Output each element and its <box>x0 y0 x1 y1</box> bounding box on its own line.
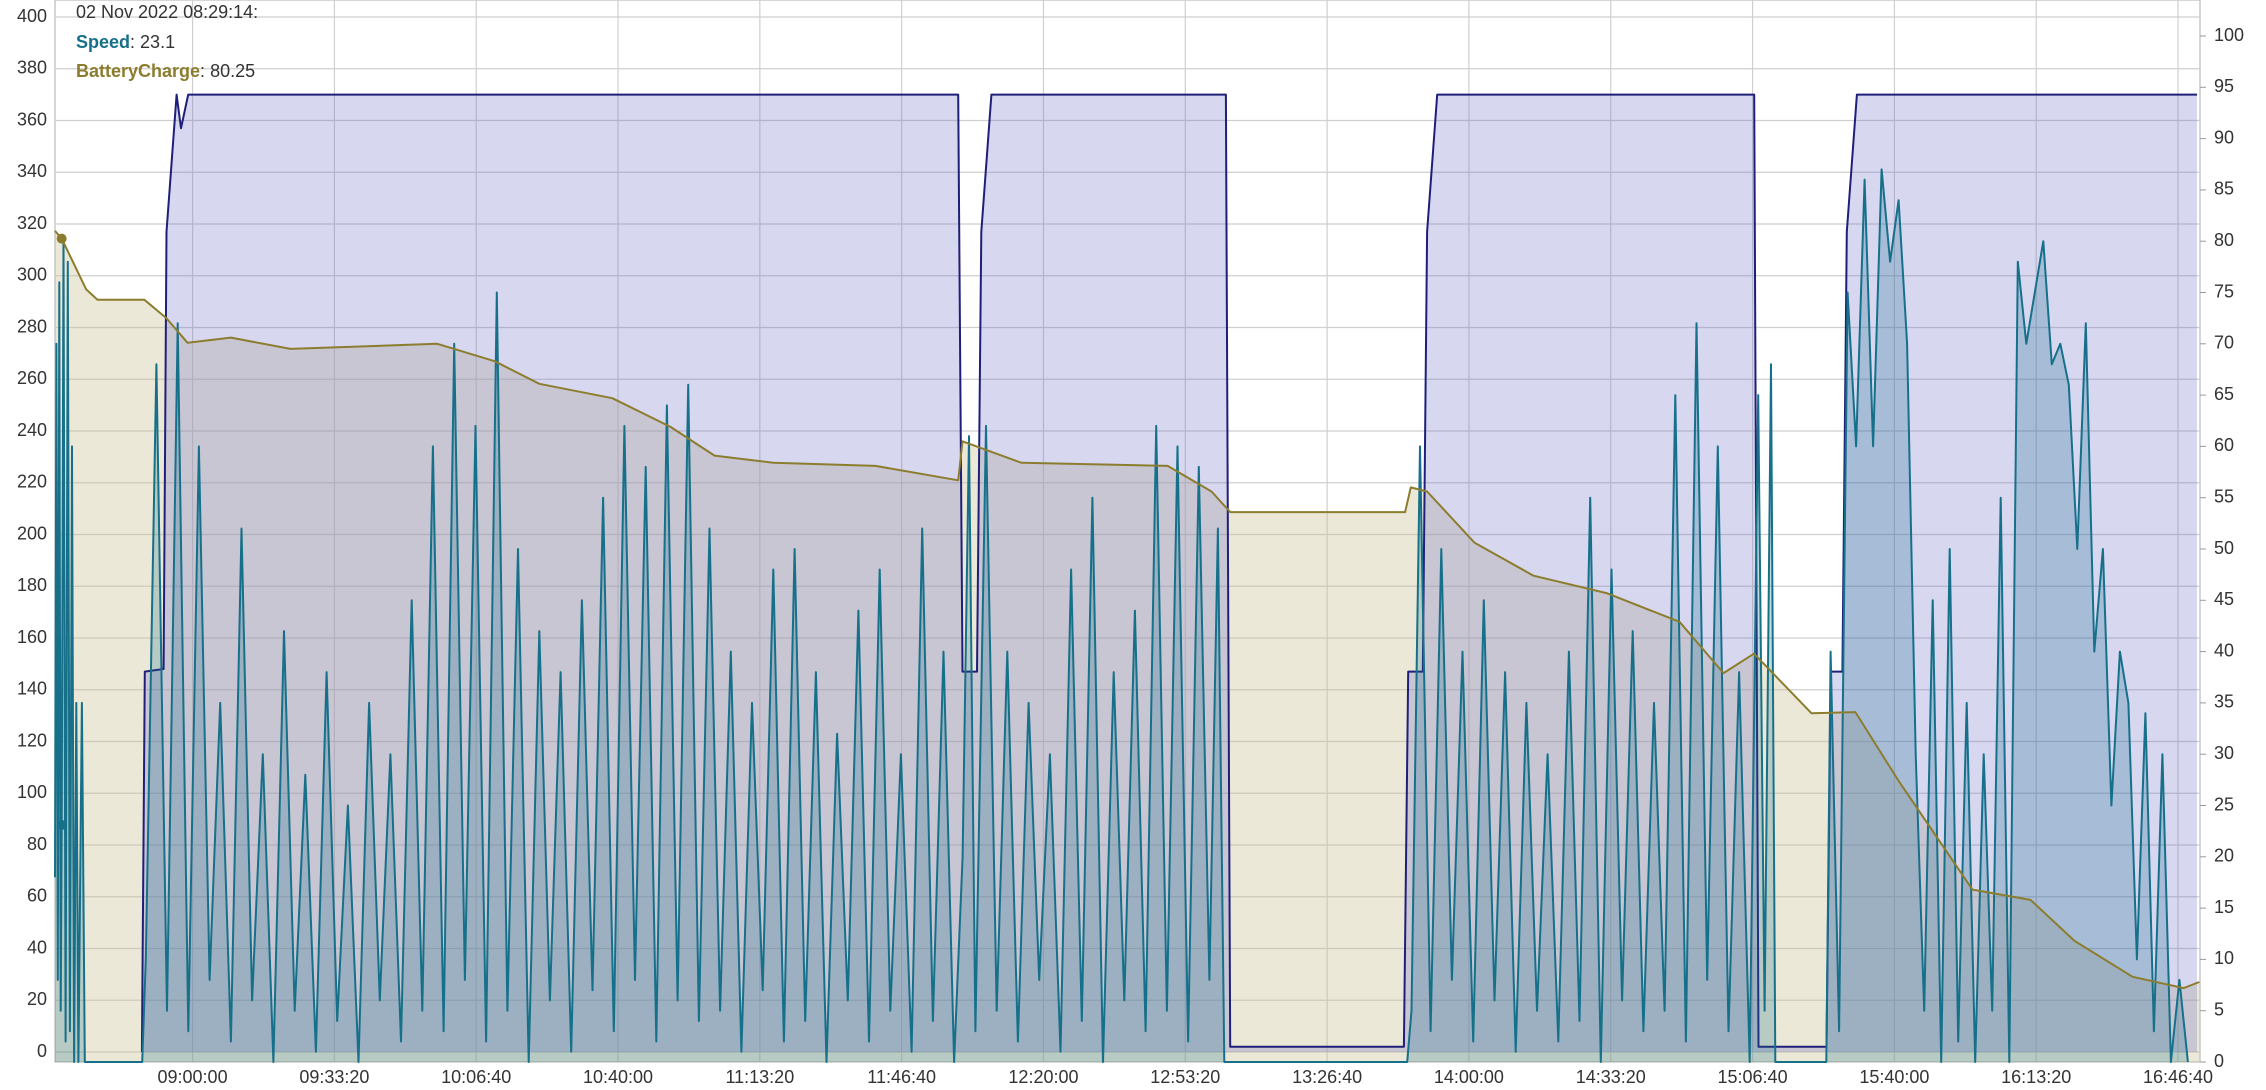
y2-tick-label: 40 <box>2214 640 2234 660</box>
y2-tick-label: 60 <box>2214 435 2234 455</box>
y2-tick-label: 80 <box>2214 230 2234 250</box>
hover-dot <box>56 819 67 830</box>
x-tick-label: 11:46:40 <box>867 1067 936 1087</box>
y-tick-label: 320 <box>17 213 47 233</box>
y2-tick-label: 65 <box>2214 384 2234 404</box>
line <box>54 168 2189 1063</box>
y-tick-label: 140 <box>17 679 47 699</box>
y2-tick-label: 25 <box>2214 794 2234 814</box>
y-tick-label: 300 <box>17 265 47 285</box>
y-tick-label: 360 <box>17 109 47 129</box>
y-tick-label: 60 <box>27 886 47 906</box>
x-tick-label: 12:53:20 <box>1150 1067 1220 1087</box>
y-tick-label: 220 <box>17 472 47 492</box>
y2-tick-label: 55 <box>2214 486 2234 506</box>
x-tick-label: 16:13:20 <box>2001 1067 2071 1087</box>
y2-tick-label: 5 <box>2214 999 2224 1019</box>
y2-tick-label: 70 <box>2214 333 2234 353</box>
y-tick-label: 260 <box>17 368 47 388</box>
y-tick-label: 40 <box>27 937 47 957</box>
hover-time: 02 Nov 2022 08:29:14: <box>76 2 258 22</box>
grid <box>54 0 2201 1063</box>
y2-tick-label: 90 <box>2214 127 2234 147</box>
axes: 0204060801001201401601802002202402602803… <box>17 6 2244 1087</box>
y-tick-label: 100 <box>17 782 47 802</box>
x-tick-label: 10:06:40 <box>441 1067 511 1087</box>
y-tick-label: 400 <box>17 6 47 26</box>
y-tick-label: 80 <box>27 834 47 854</box>
y-tick-label: 180 <box>17 575 47 595</box>
y2-tick-label: 0 <box>2214 1051 2224 1071</box>
x-tick-label: 09:00:00 <box>158 1067 228 1087</box>
x-tick-label: 14:00:00 <box>1434 1067 1504 1087</box>
x-tick-label: 14:33:20 <box>1576 1067 1646 1087</box>
x-tick-label: 11:13:20 <box>725 1067 794 1087</box>
y-tick-label: 160 <box>17 627 47 647</box>
legend-name: Speed <box>76 32 130 52</box>
x-tick-label: 13:26:40 <box>1292 1067 1362 1087</box>
x-tick-label: 16:46:40 <box>2143 1067 2213 1087</box>
y2-tick-label: 15 <box>2214 897 2234 917</box>
y2-tick-label: 35 <box>2214 692 2234 712</box>
y2-tick-label: 30 <box>2214 743 2234 763</box>
x-tick-label: 15:40:00 <box>1859 1067 1929 1087</box>
x-tick-label: 09:33:20 <box>299 1067 369 1087</box>
y-tick-label: 20 <box>27 989 47 1009</box>
y-tick-label: 0 <box>37 1041 47 1061</box>
y2-tick-label: 10 <box>2214 948 2234 968</box>
y-tick-label: 200 <box>17 523 47 543</box>
y-tick-label: 280 <box>17 316 47 336</box>
x-tick-label: 15:06:40 <box>1718 1067 1788 1087</box>
y2-tick-label: 100 <box>2214 25 2244 45</box>
legend: 02 Nov 2022 08:29:14: Speed: 23.1 Battery… <box>76 2 258 81</box>
legend-entry: BatteryCharge: 80.25 <box>76 61 255 81</box>
y-tick-label: 340 <box>17 161 47 181</box>
area <box>55 230 2200 1062</box>
y2-tick-label: 95 <box>2214 76 2234 96</box>
hover-dot <box>56 233 67 244</box>
y2-tick-label: 75 <box>2214 281 2234 301</box>
y-tick-label: 380 <box>17 58 47 78</box>
legend-separator: : <box>130 32 140 52</box>
line <box>54 230 2200 990</box>
y-tick-label: 240 <box>17 420 47 440</box>
y2-tick-label: 45 <box>2214 589 2234 609</box>
legend-value: 23.1 <box>140 32 175 52</box>
plot <box>54 93 2200 1063</box>
y-tick-label: 120 <box>17 730 47 750</box>
x-tick-label: 12:20:00 <box>1008 1067 1078 1087</box>
legend-name: BatteryCharge <box>76 61 200 81</box>
y2-tick-label: 50 <box>2214 538 2234 558</box>
legend-value: 80.25 <box>210 61 255 81</box>
y2-tick-label: 20 <box>2214 846 2234 866</box>
legend-entry: Speed: 23.1 <box>76 32 175 52</box>
y2-tick-label: 85 <box>2214 179 2234 199</box>
legend-separator: : <box>200 61 210 81</box>
x-tick-label: 10:40:00 <box>583 1067 653 1087</box>
area <box>141 94 2198 1053</box>
